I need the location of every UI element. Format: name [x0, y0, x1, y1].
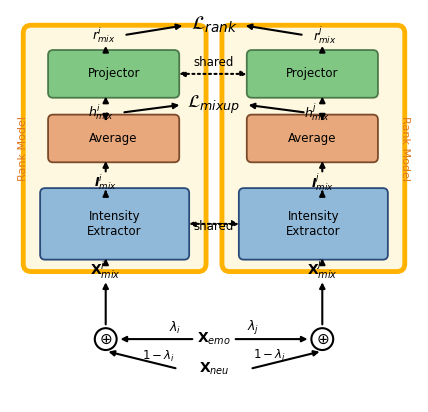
Circle shape: [311, 328, 333, 350]
Text: $r^{i}_{mix}$: $r^{i}_{mix}$: [92, 26, 116, 45]
Text: Projector: Projector: [87, 68, 140, 80]
Text: Average: Average: [288, 132, 336, 145]
Text: Average: Average: [89, 132, 138, 145]
Text: $\oplus$: $\oplus$: [99, 332, 113, 346]
Text: shared: shared: [194, 220, 234, 233]
FancyBboxPatch shape: [48, 50, 179, 98]
FancyBboxPatch shape: [23, 25, 206, 272]
Text: $h^{j}_{mix}$: $h^{j}_{mix}$: [304, 102, 330, 124]
Text: $\mathcal{L}_{mixup}$: $\mathcal{L}_{mixup}$: [187, 94, 241, 116]
FancyBboxPatch shape: [247, 50, 378, 98]
Text: $\mathbf{X}_{neu}$: $\mathbf{X}_{neu}$: [199, 360, 229, 377]
FancyBboxPatch shape: [48, 115, 179, 162]
Text: Projector: Projector: [286, 68, 339, 80]
Text: Intensity
Extractor: Intensity Extractor: [286, 210, 341, 238]
Text: $1-\lambda_i$: $1-\lambda_i$: [142, 349, 175, 363]
Text: shared: shared: [194, 56, 234, 70]
Text: Intensity
Extractor: Intensity Extractor: [87, 210, 142, 238]
Text: $\boldsymbol{I}^{i}_{mix}$: $\boldsymbol{I}^{i}_{mix}$: [94, 172, 117, 192]
FancyBboxPatch shape: [222, 25, 405, 272]
Text: $1-\lambda_j$: $1-\lambda_j$: [253, 347, 286, 365]
FancyBboxPatch shape: [239, 188, 388, 260]
Text: $\mathbf{X}^{j}_{mix}$: $\mathbf{X}^{j}_{mix}$: [307, 258, 338, 281]
Text: $\mathcal{L}_{rank}$: $\mathcal{L}_{rank}$: [190, 15, 238, 35]
Text: $\mathbf{X}_{emo}$: $\mathbf{X}_{emo}$: [197, 331, 231, 347]
Text: $h^{i}_{mix}$: $h^{i}_{mix}$: [88, 103, 114, 122]
Text: $r^{j}_{mix}$: $r^{j}_{mix}$: [312, 24, 336, 46]
Text: $\lambda_j$: $\lambda_j$: [247, 319, 259, 337]
Text: $\boldsymbol{I}^{j}_{mix}$: $\boldsymbol{I}^{j}_{mix}$: [311, 171, 334, 193]
FancyBboxPatch shape: [40, 188, 189, 260]
Text: $\oplus$: $\oplus$: [315, 332, 329, 346]
FancyBboxPatch shape: [247, 115, 378, 162]
Text: Rank Model: Rank Model: [400, 116, 410, 181]
Circle shape: [95, 328, 117, 350]
Text: $\lambda_i$: $\lambda_i$: [169, 320, 181, 336]
Text: Rank Model: Rank Model: [18, 116, 28, 181]
Text: $\mathbf{X}^{i}_{mix}$: $\mathbf{X}^{i}_{mix}$: [90, 260, 121, 281]
